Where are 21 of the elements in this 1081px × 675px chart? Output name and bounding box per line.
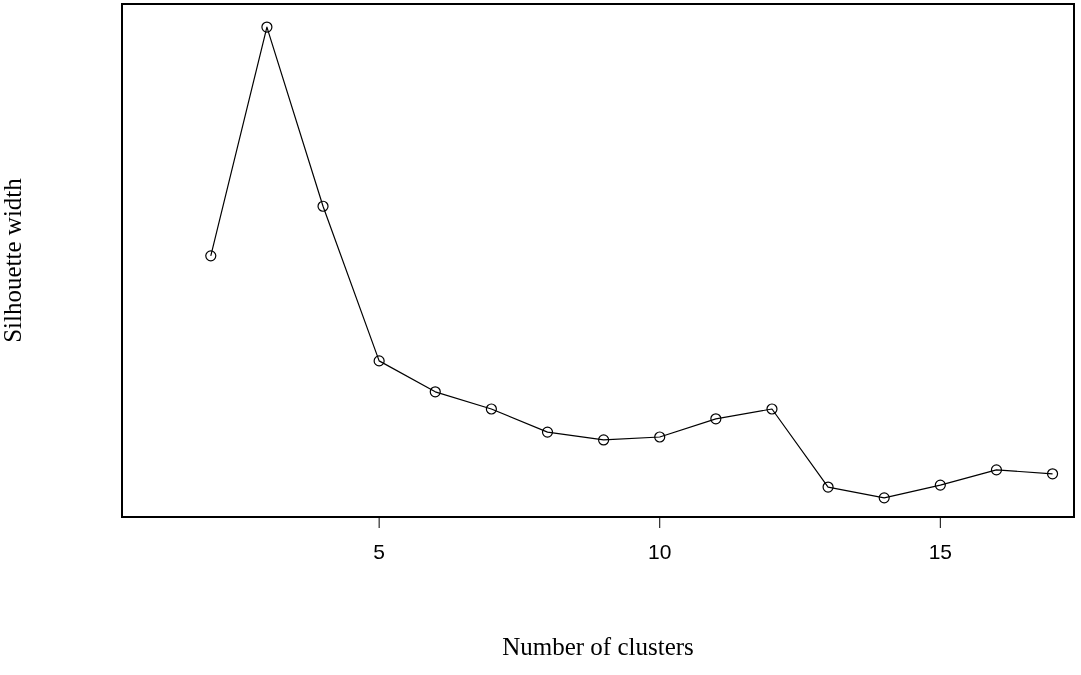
x-tick-label: 10 xyxy=(648,539,672,563)
point xyxy=(373,355,385,367)
point xyxy=(429,386,441,398)
x-axis-title: Number of clusters xyxy=(502,633,694,660)
point xyxy=(878,492,890,504)
point xyxy=(766,403,778,415)
point xyxy=(541,426,554,438)
point xyxy=(205,250,217,262)
point xyxy=(710,413,722,425)
point xyxy=(990,464,1003,476)
point xyxy=(822,481,834,493)
x-tick-label: 15 xyxy=(928,539,952,563)
point xyxy=(598,434,610,446)
point xyxy=(317,200,329,212)
point xyxy=(654,431,666,443)
point xyxy=(934,479,946,491)
point xyxy=(261,21,273,33)
point xyxy=(485,403,497,415)
y-axis-title: Silhouette width xyxy=(0,177,26,343)
x-tick-label: 5 xyxy=(373,539,385,563)
point xyxy=(1046,468,1059,480)
